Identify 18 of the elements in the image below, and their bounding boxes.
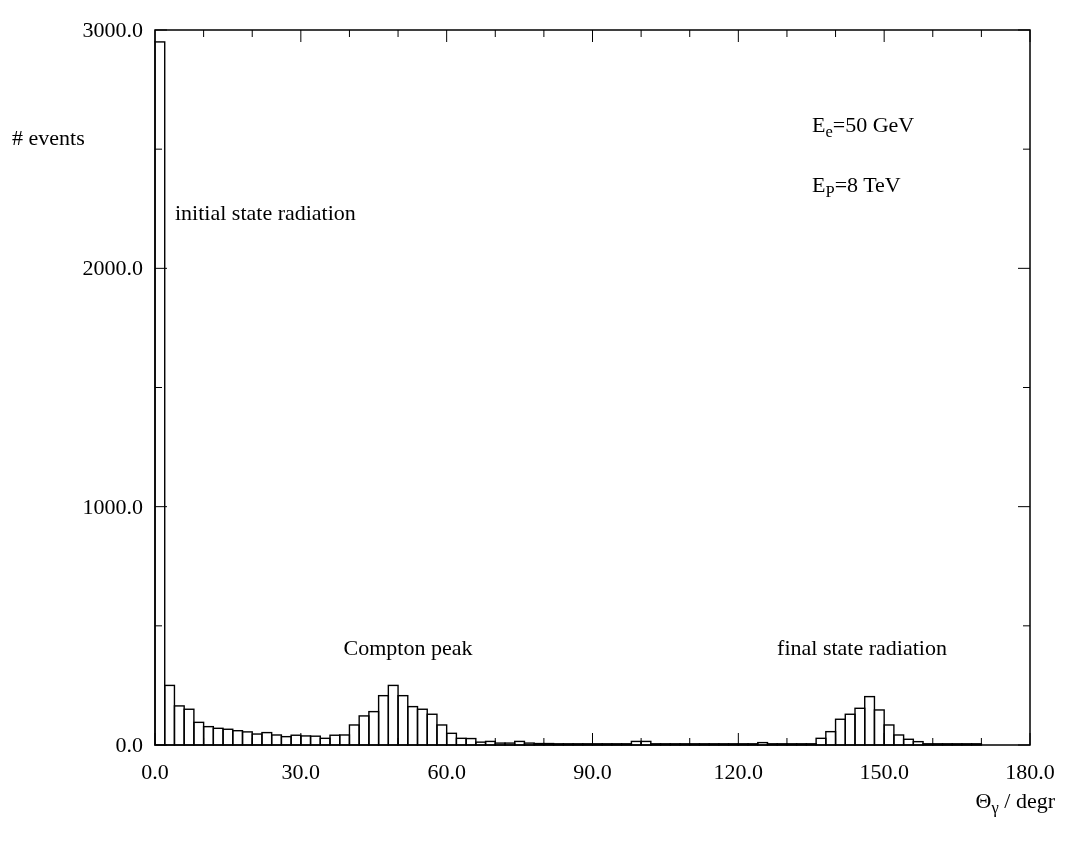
y-tick-label: 2000.0 <box>82 255 143 281</box>
x-tick-label: 30.0 <box>281 759 321 784</box>
y-tick-label: 0.0 <box>115 732 143 757</box>
annotation: Compton peak <box>343 635 473 660</box>
x-tick-label: 90.0 <box>573 759 612 784</box>
annotation: final state radiation <box>777 635 947 660</box>
x-tick-label: 180.0 <box>1005 759 1055 784</box>
annotation: initial state radiation <box>175 200 356 225</box>
x-axis-title: Θ$_{γ}$ / degr <box>975 788 1056 818</box>
y-tick-label: 1000.0 <box>82 493 143 519</box>
y-axis-title: # events <box>12 125 85 150</box>
annotation: E$_{P}$=8 TeV <box>812 172 901 202</box>
x-tick-label: 0.0 <box>141 759 169 784</box>
x-tick-label: 60.0 <box>427 759 466 784</box>
annotation: E$_{e}$=50 GeV <box>812 112 915 142</box>
y-tick-label: 3000.0 <box>82 17 143 42</box>
x-tick-label: 120.0 <box>713 759 764 784</box>
x-tick-label: 150.0 <box>859 759 909 784</box>
